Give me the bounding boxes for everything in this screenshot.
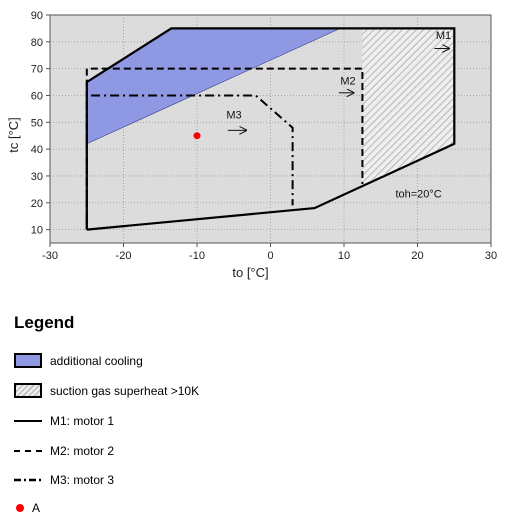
legend-label: M3: motor 3 [50, 473, 115, 487]
legend-title: Legend [14, 313, 75, 332]
y-axis-title: tc [°C] [6, 117, 21, 153]
legend-item-a: A [14, 501, 40, 515]
y-tick-label: 80 [31, 37, 43, 49]
chart: M1 M2 M3 toh=20°C -30 -20 -10 0 10 20 30 10 20 30 40 5… [6, 10, 497, 280]
legend-label: M2: motor 2 [50, 444, 115, 458]
x-tick-label: 30 [485, 250, 497, 262]
y-tick-label: 10 [31, 225, 43, 237]
legend-item-motor-2: M2: motor 2 [14, 444, 114, 458]
dashed-line-sample [14, 450, 42, 452]
annotation-label: M2 [340, 76, 355, 88]
y-tick-label: 70 [31, 64, 43, 76]
red-dot-icon [16, 504, 24, 512]
additional-cooling-swatch [14, 353, 42, 368]
legend-item-motor-1: M1: motor 1 [14, 414, 114, 428]
legend-label: M1: motor 1 [50, 414, 115, 428]
x-tick-label: -30 [42, 250, 58, 262]
legend-label: additional cooling [50, 353, 143, 368]
solid-line-sample [14, 420, 42, 422]
legend-item-additional-cooling: additional cooling [14, 353, 143, 368]
x-axis-title: to [°C] [232, 265, 268, 280]
y-tick-label: 50 [31, 117, 43, 129]
annotation-label: M1 [436, 30, 451, 42]
x-tick-label: 0 [267, 250, 273, 262]
legend-item-superheat: suction gas superheat >10K [14, 383, 199, 398]
y-tick-label: 60 [31, 90, 43, 102]
legend-label: A [32, 501, 41, 515]
y-tick-label: 20 [31, 198, 43, 210]
dashdot-line-sample [14, 478, 42, 482]
y-tick-label: 30 [31, 171, 43, 183]
marker-point-a [193, 132, 201, 140]
x-tick-label: -20 [116, 250, 132, 262]
x-tick-label: 20 [411, 250, 423, 262]
y-tick-label: 40 [31, 144, 43, 156]
x-tick-label: -10 [189, 250, 205, 262]
superheat-region [362, 28, 455, 185]
annotation-label: toh=20°C [395, 188, 441, 200]
y-tick-label: 90 [31, 10, 43, 22]
superheat-swatch [14, 383, 42, 398]
legend-item-motor-3: M3: motor 3 [14, 473, 114, 487]
annotation-label: M3 [226, 109, 241, 121]
legend-label: suction gas superheat >10K [50, 383, 200, 398]
series-line-m2 [85, 67, 364, 230]
x-tick-label: 10 [338, 250, 350, 262]
